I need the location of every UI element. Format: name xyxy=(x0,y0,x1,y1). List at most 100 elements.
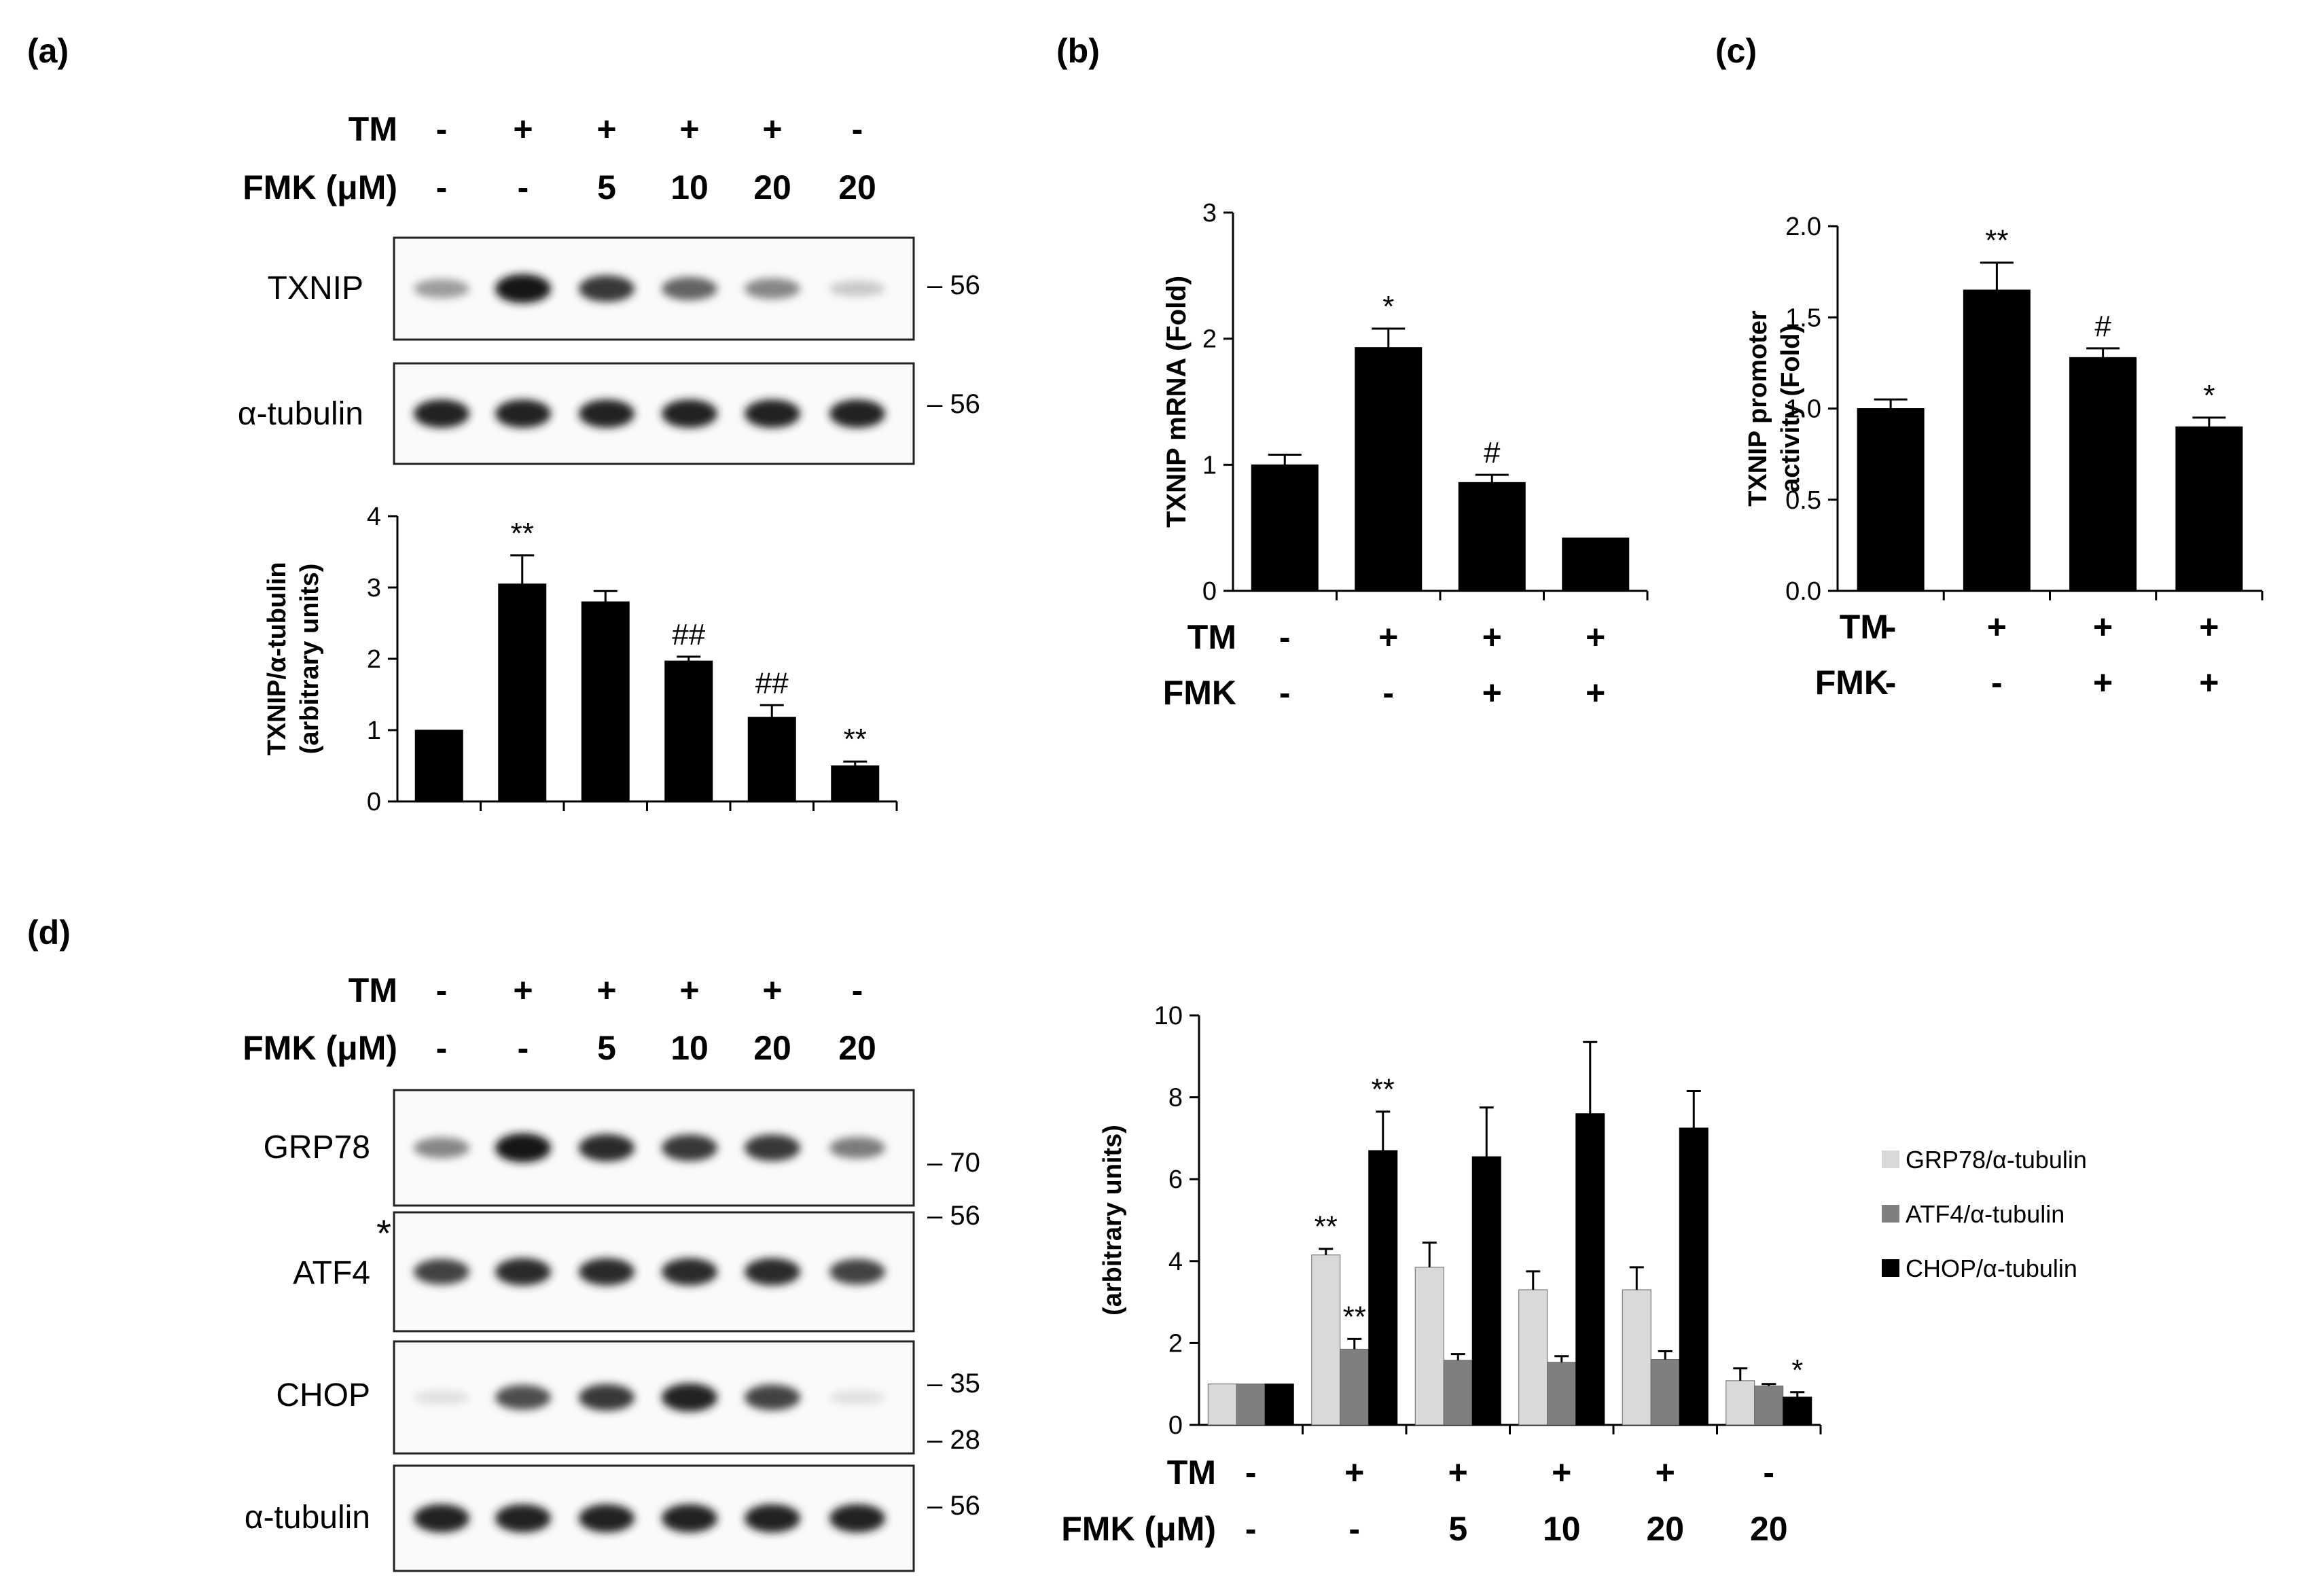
blot-2-band xyxy=(745,1384,800,1411)
txnip-blot xyxy=(393,236,915,341)
panel-c-condition-value: - xyxy=(1885,664,1897,702)
chart-d-condition-value: - xyxy=(1348,1510,1360,1548)
txnip-blot-label: TXNIP xyxy=(268,270,363,306)
atf4-star: * xyxy=(376,1212,391,1254)
chart-d-bar xyxy=(1443,1360,1473,1426)
panel-a-condition-value: - xyxy=(436,110,448,148)
chart-d-condition-value: + xyxy=(1344,1453,1364,1491)
tubulin-a-blot-frame xyxy=(393,362,915,465)
chart-a-y-label: TXNIP/α-tubulin xyxy=(263,562,291,755)
chart-d-y-tick-label: 8 xyxy=(1168,1084,1183,1112)
chart-d-bar xyxy=(1754,1386,1784,1426)
chart-d-condition-value: - xyxy=(1245,1510,1257,1548)
chart-c-y-tick-label: 1.0 xyxy=(1785,395,1821,424)
blot-0-band xyxy=(495,1133,551,1163)
txnip-blot-frame xyxy=(393,236,915,341)
panel-a-condition-value: 20 xyxy=(753,168,791,206)
panel-d-condition-value: 10 xyxy=(671,1029,709,1067)
panel-d-condition-row-label: FMK (μM) xyxy=(243,1029,397,1067)
blot-2-frame xyxy=(393,1340,915,1455)
blot-3-band xyxy=(414,1504,469,1533)
txnip-blot-band xyxy=(662,276,717,301)
panel-b-condition-value: + xyxy=(1482,618,1502,656)
blot-label-3: α-tubulin xyxy=(245,1500,370,1536)
chart-a-y-tick-label: 0 xyxy=(367,788,381,816)
chart-a-y-tick-label: 4 xyxy=(367,503,381,531)
chart-a-y-tick-label: 1 xyxy=(367,717,381,745)
panel-a-condition-value: + xyxy=(513,110,533,148)
chart-d-y-tick-label: 6 xyxy=(1168,1165,1183,1194)
panel-d-condition-value: - xyxy=(436,1029,448,1067)
txnip-blot-band xyxy=(495,274,551,304)
chop-marker-35: – 35 xyxy=(927,1369,980,1398)
tubulin-a-blot xyxy=(393,362,915,465)
blot-3-band xyxy=(662,1504,717,1533)
chart-d-condition-value: + xyxy=(1552,1453,1571,1491)
chart-d-condition-value: 20 xyxy=(1646,1510,1684,1548)
chart-d-bar xyxy=(1679,1127,1709,1426)
panel-a-condition-value: + xyxy=(596,110,616,148)
panel-c-condition-value: + xyxy=(1987,608,2007,646)
chart-d-condition-value: 20 xyxy=(1750,1510,1788,1548)
panel-a-condition-value: - xyxy=(852,110,863,148)
chart-d-bar xyxy=(1207,1383,1237,1426)
panel-d-condition-value: + xyxy=(762,971,782,1009)
txnip-blot-band xyxy=(414,278,469,299)
blot-1-band xyxy=(414,1259,469,1285)
panel-b-condition-value: + xyxy=(1482,674,1502,712)
chart-d-condition-value: - xyxy=(1763,1453,1774,1491)
chart-d-y-tick-label: 0 xyxy=(1168,1411,1183,1440)
legend-swatch xyxy=(1882,1205,1899,1223)
panel-c-condition-value: + xyxy=(2093,608,2113,646)
chart-c-bar xyxy=(2175,426,2243,592)
blot-2-band xyxy=(662,1383,717,1412)
chart-c-annotation: ** xyxy=(1985,224,2008,257)
chart-d-condition-value: - xyxy=(1245,1453,1257,1491)
atf4-marker: – 56 xyxy=(927,1201,980,1231)
chart-c-bar xyxy=(1857,408,1925,592)
chart-d-bar xyxy=(1340,1348,1370,1426)
panel-c-condition-value: + xyxy=(2199,608,2219,646)
chart-c-y-tick-label: 1.5 xyxy=(1785,304,1821,332)
panel-b: 0 1 2 3 * # TXNIP mRNA (Fold) TM - + + + FMK - - + + xyxy=(1162,199,1649,712)
panel-c-condition-row-label: FMK xyxy=(1815,664,1889,702)
blot-2-band xyxy=(579,1383,634,1411)
chart-c-annotation: * xyxy=(2203,379,2215,412)
txnip-marker: – 56 xyxy=(927,270,980,300)
panel-d-condition-value: - xyxy=(436,971,448,1009)
tubulin-a-blot-band xyxy=(579,399,634,428)
chart-d-bar xyxy=(1726,1380,1755,1426)
panel-a-condition-value: - xyxy=(436,168,448,206)
chart-a-y-label: (arbitrary units) xyxy=(296,564,324,755)
chart-d-annotation: ** xyxy=(1315,1210,1338,1244)
chart-c-y-tick-label: 0.0 xyxy=(1785,577,1821,606)
blot-3-band xyxy=(495,1504,551,1533)
chart-d-condition-value: + xyxy=(1656,1453,1675,1491)
blot-2-band xyxy=(829,1390,885,1405)
chart-a-annotation: ## xyxy=(672,618,705,651)
grp78-marker: – 70 xyxy=(927,1148,980,1178)
panel-d-condition-value: 5 xyxy=(597,1029,616,1067)
chart-a-bar xyxy=(664,660,713,802)
blot-3-band xyxy=(579,1504,634,1533)
panel-b-label: (b) xyxy=(1056,32,1100,70)
panel-a-condition-value: 10 xyxy=(671,168,709,206)
panel-d-condition-value: 20 xyxy=(753,1029,791,1067)
legend-label: CHOP/α-tubulin xyxy=(1906,1254,2077,1282)
chart-d-y-tick-label: 4 xyxy=(1168,1248,1183,1276)
panel-b-condition-value: - xyxy=(1279,618,1291,656)
tubulin-a-blot-band xyxy=(745,399,800,428)
blot-0-band xyxy=(829,1137,885,1159)
blot-0 xyxy=(393,1089,915,1207)
blot-3-band xyxy=(745,1504,800,1533)
chart-b-bar xyxy=(1562,537,1630,592)
blot-1-band xyxy=(745,1258,800,1286)
blot-1-band xyxy=(829,1259,885,1285)
chart-d-bar xyxy=(1368,1150,1398,1426)
chart-d-condition-value: 10 xyxy=(1543,1510,1581,1548)
blot-3 xyxy=(393,1464,915,1572)
txnip-blot-band xyxy=(745,278,800,300)
panel-a-condition-value: + xyxy=(762,110,782,148)
legend-label: ATF4/α-tubulin xyxy=(1906,1200,2064,1228)
chart-a-annotation: ## xyxy=(755,666,789,700)
